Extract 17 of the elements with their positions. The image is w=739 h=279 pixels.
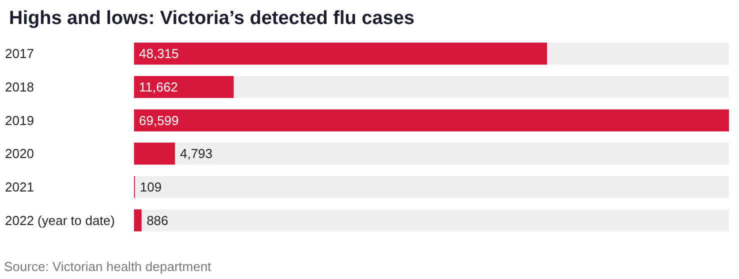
y-tick-label: 2020 <box>5 146 34 162</box>
data-label: 109 <box>140 180 162 194</box>
y-tick-label: 2021 <box>5 180 34 194</box>
y-tick-label: 2019 <box>5 112 34 128</box>
source-note: Source: Victorian health department <box>4 259 212 274</box>
y-tick-label: 2022 (year to date) <box>5 212 115 228</box>
bar <box>134 209 142 232</box>
bar <box>134 76 234 98</box>
y-tick-label: 2018 <box>5 80 34 94</box>
y-tick-label: 2017 <box>5 46 34 62</box>
data-label: 4,793 <box>180 146 213 162</box>
bar <box>134 142 175 165</box>
data-label: 48,315 <box>139 46 179 62</box>
chart-title: Highs and lows: Victoria’s detected flu cases <box>9 8 414 29</box>
data-label: 886 <box>146 212 168 228</box>
data-label: 69,599 <box>139 112 179 128</box>
data-label: 11,662 <box>139 80 178 94</box>
